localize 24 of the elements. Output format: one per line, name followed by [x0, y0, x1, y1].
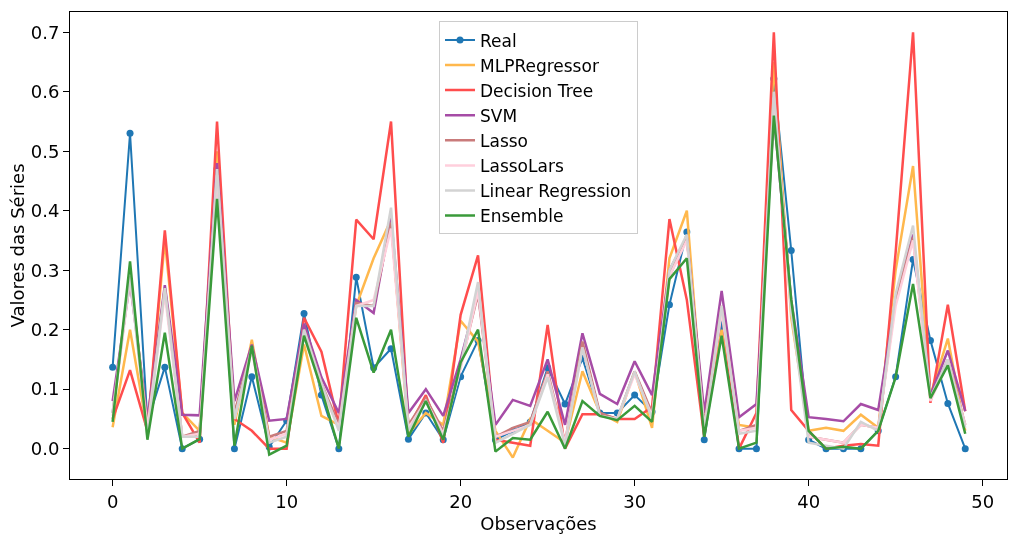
x-tick-label: 30	[623, 490, 647, 512]
y-tick-label: 0.0	[30, 437, 60, 459]
x-tick-label: 40	[797, 490, 821, 512]
legend-label: Ensemble	[480, 206, 564, 227]
legend-label: Decision Tree	[480, 80, 594, 101]
y-tick-label: 0.3	[30, 259, 60, 281]
legend-label: Lasso	[480, 130, 529, 151]
x-axis-title: Observações	[480, 513, 597, 534]
y-tick-label: 0.2	[30, 318, 60, 340]
y-axis-title: Valores das Séries	[7, 163, 28, 328]
y-tick-label: 0.5	[30, 140, 60, 162]
y-tick-label: 0.4	[30, 200, 60, 221]
x-tick-label: 10	[275, 490, 299, 512]
x-tick-label: 20	[449, 490, 473, 512]
legend-label: Real	[480, 30, 517, 51]
legend-label: LassoLars	[480, 156, 564, 177]
x-tick-label: 50	[971, 490, 995, 512]
legend-label: Linear Regression	[480, 181, 632, 202]
y-tick-label: 0.6	[30, 81, 60, 103]
legend-label: SVM	[480, 105, 518, 126]
y-tick-label: 0.7	[30, 21, 60, 43]
legend-label: MLPRegressor	[480, 55, 599, 76]
y-tick-label: 0.1	[30, 378, 60, 400]
x-tick-label: 0	[106, 490, 119, 512]
